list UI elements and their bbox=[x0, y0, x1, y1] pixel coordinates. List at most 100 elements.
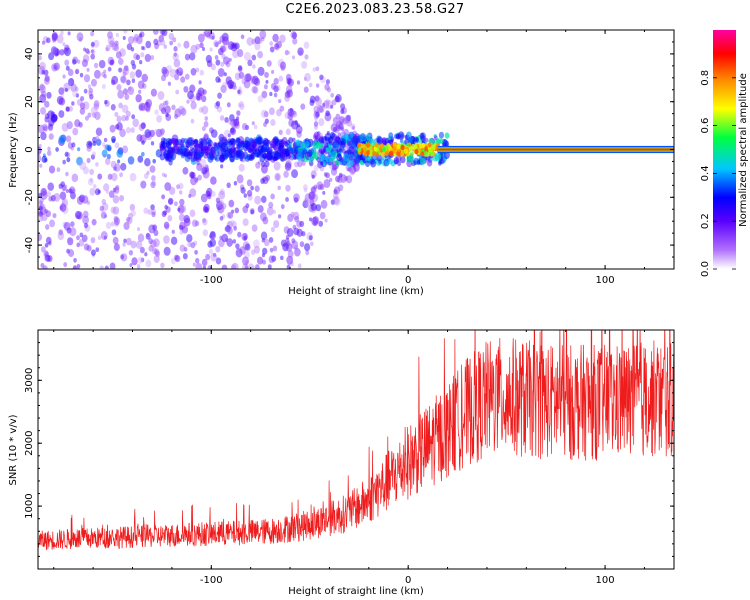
spectrogram-cell bbox=[243, 79, 251, 89]
spectrogram-cell bbox=[171, 104, 176, 111]
spectrogram-cell bbox=[52, 47, 59, 56]
spectrogram-cell bbox=[40, 246, 46, 253]
spectrogram-cell bbox=[150, 181, 156, 189]
spectrogram-cell bbox=[112, 195, 120, 204]
spectrogram-cell bbox=[199, 158, 207, 168]
spectrogram-cell bbox=[206, 187, 213, 196]
spectrogram-cell bbox=[219, 216, 224, 221]
spectrogram-cell bbox=[105, 189, 109, 194]
spectrogram-cell bbox=[143, 172, 149, 180]
spectrogram-cell bbox=[273, 92, 278, 98]
spectrogram-cell bbox=[77, 147, 81, 152]
spectrogram-cell bbox=[179, 229, 184, 235]
spectrogram-cell bbox=[182, 167, 189, 175]
spectrogram-cell bbox=[250, 75, 256, 83]
spectrogram-cell bbox=[332, 192, 339, 200]
spectrogram-cell bbox=[110, 79, 116, 86]
spectrogram-cell bbox=[120, 162, 127, 171]
spectrogram-cell bbox=[58, 183, 63, 189]
spectrogram-cell bbox=[112, 206, 120, 215]
spectrogram-cell bbox=[160, 262, 165, 269]
spectrogram-cell bbox=[279, 61, 287, 70]
spectrogram-cell bbox=[328, 156, 333, 162]
spectrogram-cell bbox=[76, 196, 84, 205]
spectrogram-cell bbox=[202, 229, 209, 237]
spectrogram-cell bbox=[190, 140, 195, 145]
spectrogram-cell bbox=[140, 45, 145, 50]
spectrogram-cell bbox=[79, 161, 87, 171]
spectrogram-cell bbox=[337, 132, 341, 137]
spectrogram-cell bbox=[222, 147, 226, 153]
spectrogram-cell bbox=[178, 224, 184, 231]
spectrogram-cell bbox=[286, 228, 294, 237]
spectrogram-cell bbox=[135, 69, 142, 78]
x-tick-label: 100 bbox=[596, 275, 615, 286]
spectrogram-cell bbox=[287, 250, 294, 258]
spectrogram-cell bbox=[234, 207, 240, 214]
spectrogram-cell bbox=[223, 72, 227, 77]
spectrogram-cell bbox=[137, 233, 145, 242]
spectrogram-cell bbox=[242, 218, 249, 227]
spectrogram-cell bbox=[239, 156, 244, 162]
spectrogram-cell bbox=[304, 72, 311, 82]
spectrogram-cell bbox=[296, 220, 302, 228]
spectrogram-cell bbox=[293, 227, 300, 236]
spectrogram-cell bbox=[38, 205, 43, 211]
spectrogram-cell bbox=[427, 142, 432, 148]
spectrogram-cell bbox=[413, 143, 418, 150]
spectrogram-cell bbox=[133, 33, 140, 42]
spectrogram-cell bbox=[72, 265, 77, 269]
spectrogram-cell bbox=[163, 235, 170, 244]
spectrogram-cell bbox=[72, 264, 78, 269]
spectrogram-cell bbox=[262, 146, 268, 153]
spectrogram-cell bbox=[81, 195, 89, 204]
spectrogram-cell bbox=[251, 224, 258, 232]
spectrogram-cell bbox=[132, 36, 139, 44]
spectrogram-cell bbox=[291, 32, 298, 39]
spectrogram-cell bbox=[311, 174, 315, 179]
spectrogram-cell bbox=[268, 237, 274, 243]
spectrogram-cell bbox=[53, 62, 60, 71]
spectrogram-cell bbox=[66, 248, 70, 254]
spectrogram-cell bbox=[286, 264, 291, 269]
spectrogram-cell bbox=[215, 257, 222, 265]
spectrogram-cell bbox=[326, 161, 331, 166]
spectrogram-cell bbox=[280, 204, 285, 210]
spectrogram-cell bbox=[152, 238, 160, 248]
spectrogram-cell bbox=[88, 87, 94, 94]
spectrogram-cell bbox=[111, 75, 119, 85]
x-tick-label: 0 bbox=[405, 575, 411, 586]
spectrogram-cell bbox=[224, 129, 231, 138]
spectrogram-cell bbox=[114, 111, 119, 118]
spectrogram-cell bbox=[122, 242, 126, 247]
spectrogram-cell bbox=[165, 112, 169, 118]
spectrogram-cell bbox=[226, 102, 231, 108]
spectrogram-cell bbox=[183, 247, 188, 252]
spectrogram-cell bbox=[438, 161, 442, 166]
spectrogram-cell bbox=[67, 249, 75, 258]
spectrogram-cell bbox=[215, 100, 221, 107]
spectrogram-cell bbox=[298, 50, 303, 56]
spectrogram-cell bbox=[322, 161, 326, 166]
spectrogram-cell bbox=[220, 84, 227, 94]
spectrogram-cell bbox=[195, 257, 200, 264]
spectrogram-cell bbox=[302, 200, 309, 209]
spectrogram-cell bbox=[277, 58, 285, 68]
spectrogram-cell bbox=[241, 122, 248, 131]
spectrogram-cell bbox=[301, 60, 308, 69]
spectrogram-cell bbox=[279, 149, 285, 155]
spectrogram-cell bbox=[318, 220, 324, 227]
spectrogram-cell bbox=[263, 238, 270, 247]
spectrogram-cell bbox=[182, 253, 188, 260]
spectrogram-cell bbox=[174, 114, 178, 120]
spectrogram-cell bbox=[349, 165, 357, 174]
spectrogram-cell bbox=[201, 258, 208, 267]
spectrogram-cell bbox=[392, 142, 397, 148]
spectrogram-cell bbox=[284, 242, 290, 249]
spectrogram-cell bbox=[164, 182, 172, 191]
spectrogram-cell bbox=[186, 99, 190, 104]
spectrogram-cell bbox=[122, 71, 127, 77]
spectrogram-cell bbox=[280, 239, 287, 247]
spectrogram-cell bbox=[257, 50, 264, 59]
spectrogram-cell bbox=[136, 35, 143, 45]
